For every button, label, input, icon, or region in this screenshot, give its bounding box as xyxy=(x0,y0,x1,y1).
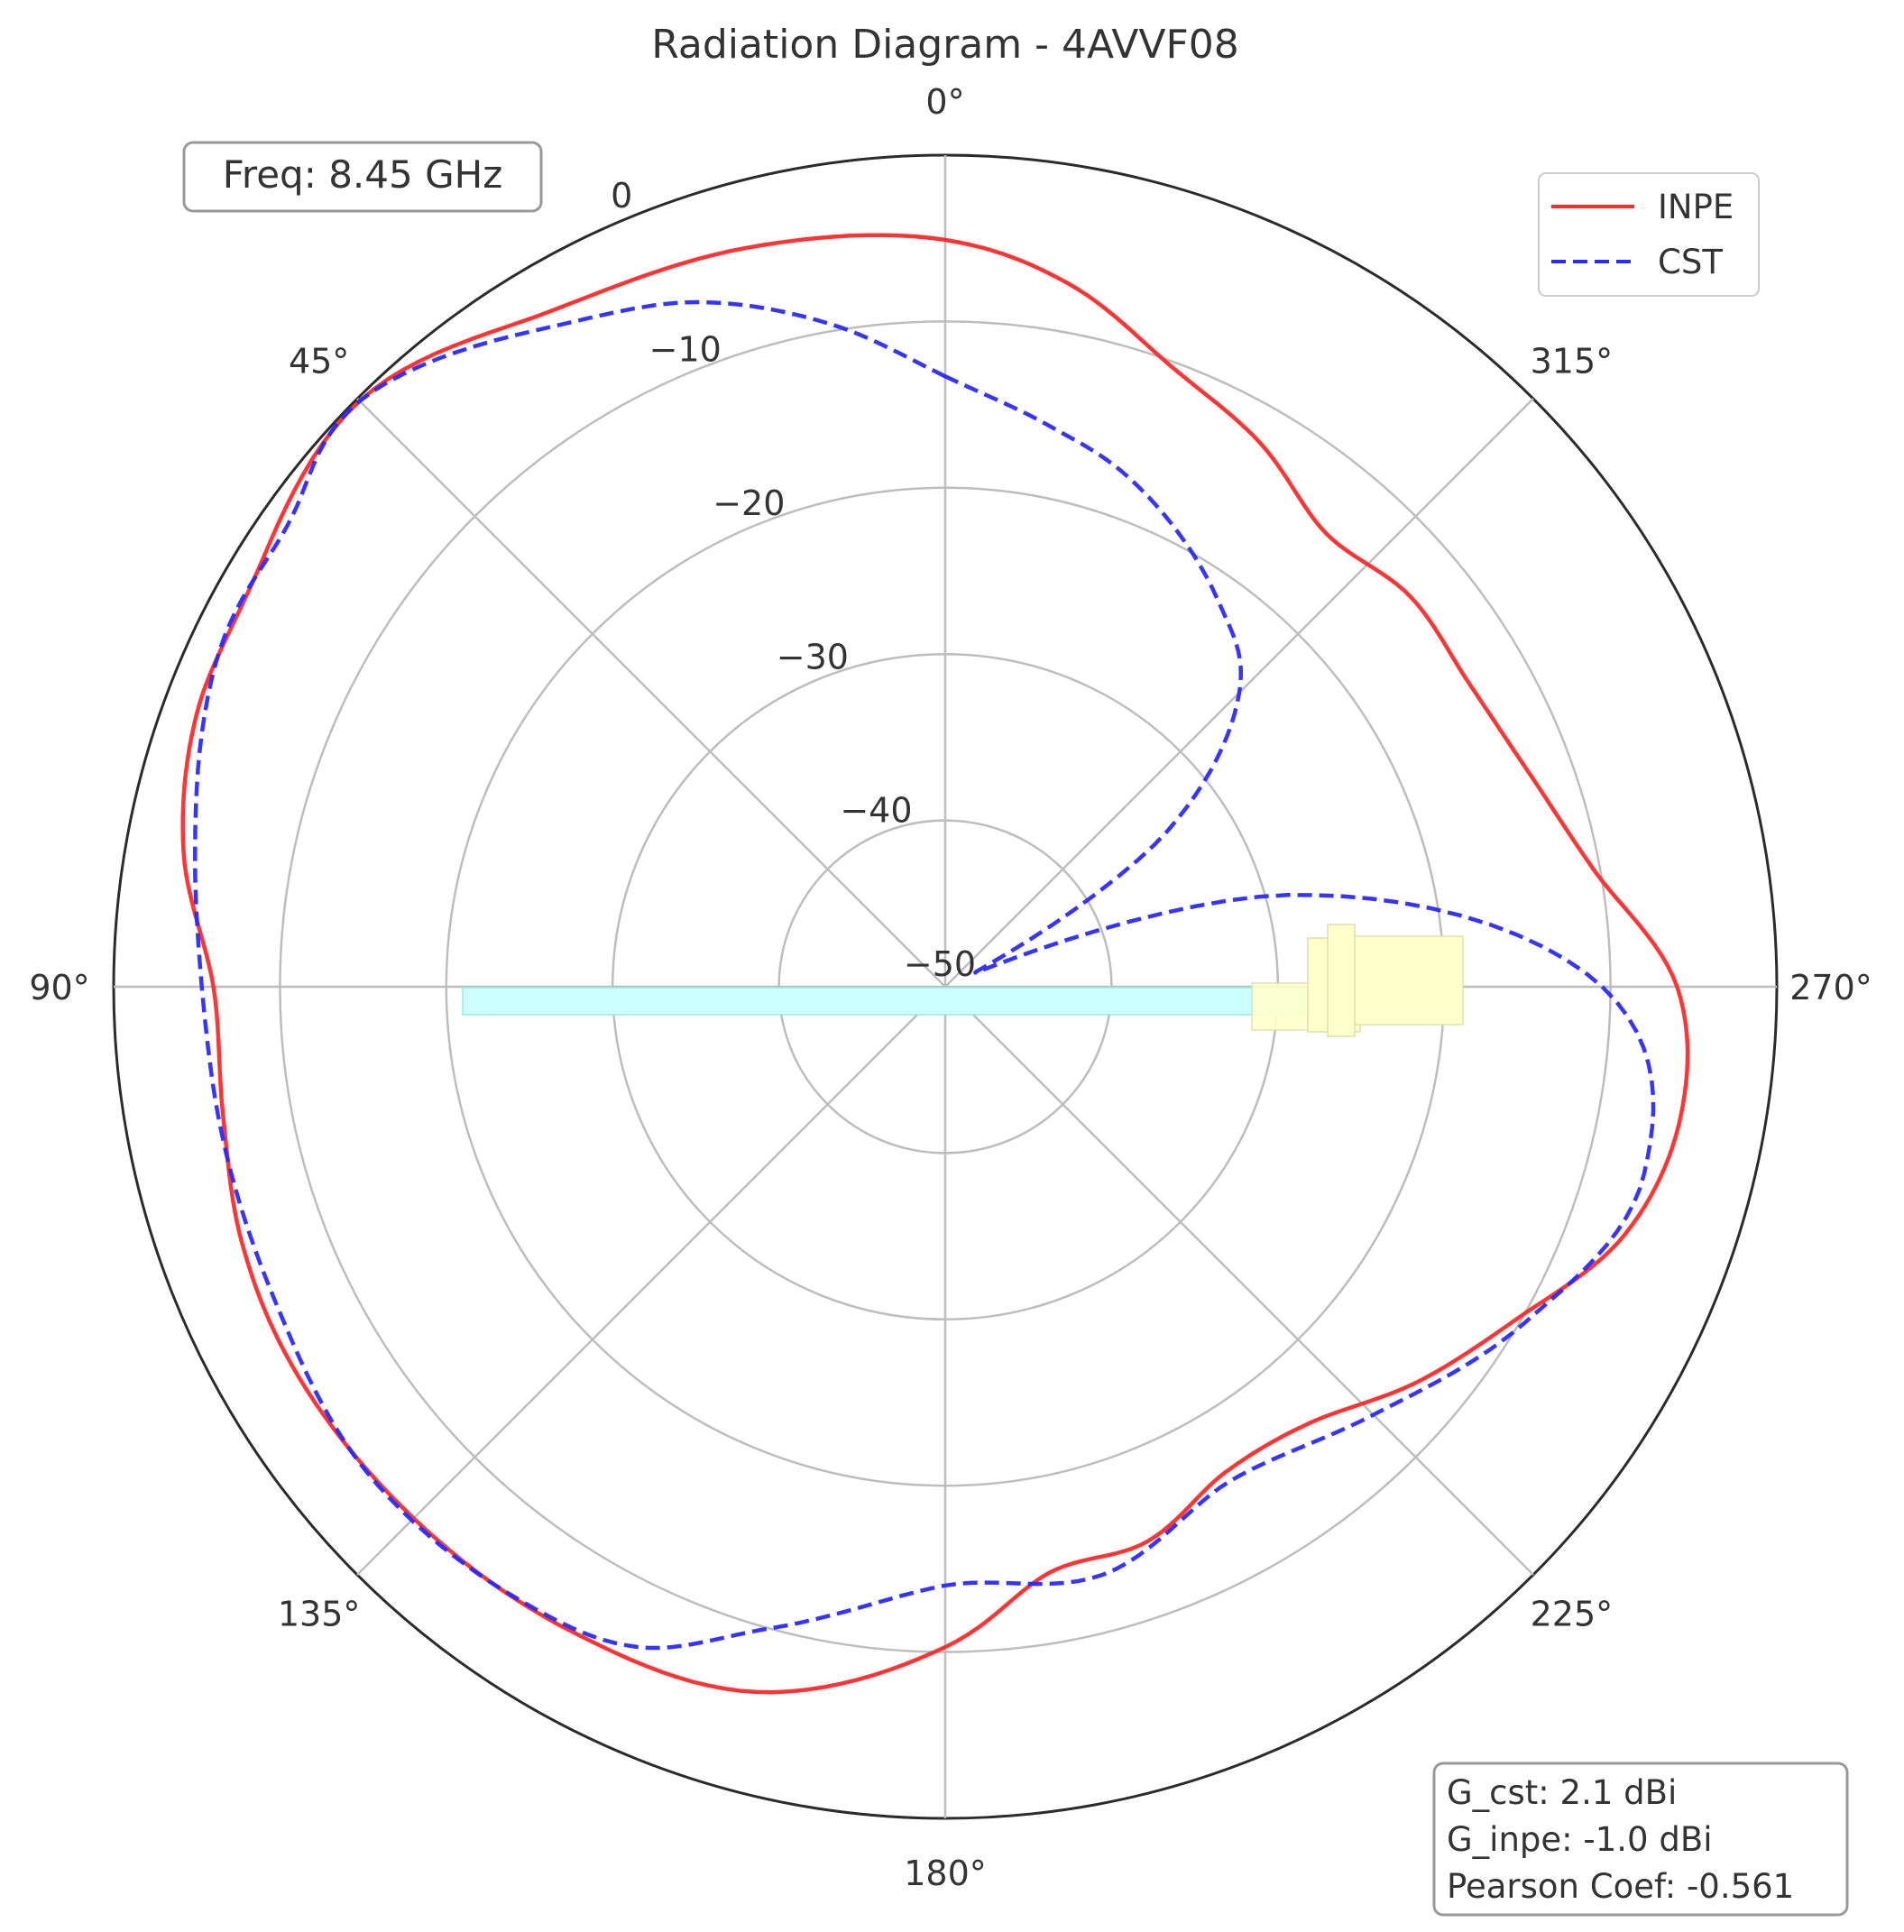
legend-label-cst: CST xyxy=(1658,243,1723,281)
angle-spoke-135 xyxy=(356,986,946,1576)
radial-tick-label-40: −40 xyxy=(840,791,912,831)
angle-spoke-225 xyxy=(944,986,1534,1576)
frequency-label: Freq: 8.45 GHz xyxy=(223,152,503,197)
radial-tick-labels: 0 −10 −20 −30 −40 −50 xyxy=(611,176,976,984)
antenna-overlay xyxy=(462,924,1464,1037)
angle-tick-label-270: 270° xyxy=(1789,968,1872,1007)
series-layer xyxy=(180,233,1690,1695)
stat-g-inpe: G_inpe: -1.0 dBi xyxy=(1447,1820,1712,1859)
legend-label-inpe: INPE xyxy=(1658,188,1734,226)
angle-tick-label-315: 315° xyxy=(1531,342,1614,382)
radial-tick-label-0: 0 xyxy=(611,176,632,216)
angle-tick-label-45: 45° xyxy=(289,342,349,382)
stats-box: G_cst: 2.1 dBi G_inpe: -1.0 dBi Pearson … xyxy=(1432,1762,1849,1917)
stat-pearson: Pearson Coef: -0.561 xyxy=(1447,1867,1794,1906)
angle-tick-labels: 0° 45° 90° 135° 180° 225° 270° 315° xyxy=(29,82,1872,1893)
angle-tick-label-180: 180° xyxy=(904,1854,987,1893)
stat-g-cst: G_cst: 2.1 dBi xyxy=(1447,1773,1677,1812)
radial-tick-label-10: −10 xyxy=(649,330,722,370)
frequency-box: Freq: 8.45 GHz xyxy=(182,141,543,213)
radial-tick-label-50: −50 xyxy=(904,944,976,984)
angle-tick-label-225: 225° xyxy=(1531,1594,1614,1633)
angle-tick-label-135: 135° xyxy=(278,1594,361,1633)
antenna-element xyxy=(462,987,1332,1016)
series-line-inpe xyxy=(180,233,1690,1695)
angle-tick-label-0: 0° xyxy=(925,82,964,122)
angle-tick-label-90: 90° xyxy=(29,968,89,1007)
connector-body xyxy=(1354,935,1464,1026)
connector-ring xyxy=(1327,924,1356,1037)
chart-title: Radiation Diagram - 4AVVF08 xyxy=(651,22,1239,68)
legend: INPE CST xyxy=(1538,172,1760,297)
series-line-cst xyxy=(193,299,1656,1651)
polar-grid xyxy=(112,153,1779,1820)
radial-tick-label-20: −20 xyxy=(713,483,785,523)
radial-tick-label-30: −30 xyxy=(777,637,849,676)
angle-spoke-45 xyxy=(356,398,946,988)
